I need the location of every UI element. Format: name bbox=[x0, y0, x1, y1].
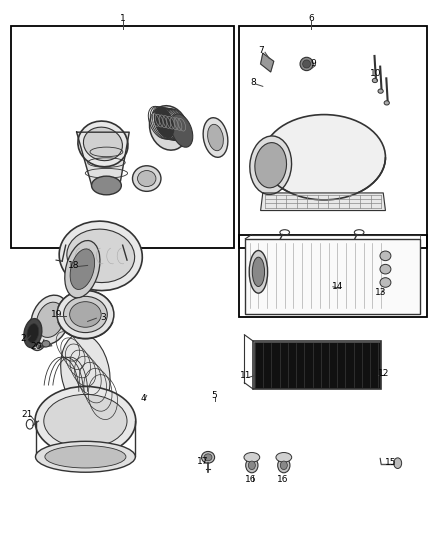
Text: 18: 18 bbox=[68, 261, 79, 270]
Ellipse shape bbox=[35, 386, 136, 456]
Ellipse shape bbox=[303, 60, 311, 68]
Ellipse shape bbox=[31, 322, 44, 344]
Text: 12: 12 bbox=[378, 369, 389, 377]
Ellipse shape bbox=[394, 458, 402, 469]
Ellipse shape bbox=[36, 302, 64, 337]
Ellipse shape bbox=[250, 136, 292, 195]
Ellipse shape bbox=[70, 302, 101, 327]
Ellipse shape bbox=[65, 240, 100, 298]
Ellipse shape bbox=[204, 454, 212, 461]
Ellipse shape bbox=[252, 257, 265, 287]
Ellipse shape bbox=[149, 106, 188, 150]
Ellipse shape bbox=[255, 143, 286, 188]
Text: 14: 14 bbox=[332, 282, 343, 291]
Ellipse shape bbox=[92, 176, 121, 195]
Polygon shape bbox=[261, 53, 274, 72]
Ellipse shape bbox=[263, 115, 385, 200]
Ellipse shape bbox=[57, 290, 114, 338]
Text: 15: 15 bbox=[385, 458, 396, 467]
Ellipse shape bbox=[70, 249, 95, 289]
Ellipse shape bbox=[44, 394, 127, 448]
Ellipse shape bbox=[83, 127, 123, 160]
Text: 21: 21 bbox=[21, 410, 33, 419]
Bar bbox=[253, 341, 381, 389]
Text: 13: 13 bbox=[375, 288, 387, 296]
Ellipse shape bbox=[24, 319, 42, 348]
Text: 5: 5 bbox=[212, 391, 218, 400]
Ellipse shape bbox=[27, 324, 39, 343]
Text: 8: 8 bbox=[250, 78, 256, 87]
Text: 6: 6 bbox=[308, 14, 314, 23]
Ellipse shape bbox=[203, 118, 228, 157]
Text: 7: 7 bbox=[258, 46, 264, 55]
Text: 4: 4 bbox=[141, 394, 146, 403]
Text: 17: 17 bbox=[197, 457, 208, 465]
Text: 3: 3 bbox=[100, 313, 106, 321]
Ellipse shape bbox=[27, 316, 48, 351]
Ellipse shape bbox=[78, 121, 128, 167]
Bar bbox=[254, 342, 380, 388]
Bar bbox=[239, 235, 427, 317]
Ellipse shape bbox=[31, 295, 70, 344]
Bar bbox=[239, 26, 427, 248]
Text: 11: 11 bbox=[240, 372, 252, 380]
Ellipse shape bbox=[42, 341, 50, 347]
Ellipse shape bbox=[249, 251, 268, 293]
Text: 1: 1 bbox=[120, 14, 126, 23]
Ellipse shape bbox=[208, 124, 223, 151]
Ellipse shape bbox=[378, 89, 383, 93]
Ellipse shape bbox=[380, 251, 391, 261]
Text: 16: 16 bbox=[245, 475, 256, 484]
Polygon shape bbox=[261, 193, 385, 211]
Polygon shape bbox=[77, 132, 129, 187]
Ellipse shape bbox=[380, 264, 391, 274]
Text: 10: 10 bbox=[370, 69, 381, 78]
Ellipse shape bbox=[246, 458, 258, 473]
Ellipse shape bbox=[64, 296, 107, 333]
Text: 9: 9 bbox=[310, 60, 316, 68]
Ellipse shape bbox=[276, 453, 292, 462]
Text: 16: 16 bbox=[277, 475, 288, 484]
Ellipse shape bbox=[61, 334, 110, 413]
Ellipse shape bbox=[45, 446, 126, 468]
Ellipse shape bbox=[138, 171, 156, 187]
Ellipse shape bbox=[171, 114, 193, 147]
Ellipse shape bbox=[248, 461, 255, 470]
Ellipse shape bbox=[280, 461, 287, 470]
Text: 20: 20 bbox=[30, 342, 42, 351]
Ellipse shape bbox=[155, 108, 174, 138]
Ellipse shape bbox=[35, 441, 135, 472]
Ellipse shape bbox=[59, 221, 142, 290]
Ellipse shape bbox=[300, 57, 313, 70]
Text: 2: 2 bbox=[20, 334, 25, 343]
Ellipse shape bbox=[67, 229, 134, 282]
Ellipse shape bbox=[384, 101, 389, 105]
Ellipse shape bbox=[132, 166, 161, 191]
Ellipse shape bbox=[372, 78, 378, 83]
Bar bbox=[245, 239, 420, 314]
Bar bbox=[11, 26, 234, 248]
Ellipse shape bbox=[380, 278, 391, 287]
Polygon shape bbox=[72, 317, 92, 326]
Text: 19: 19 bbox=[51, 310, 63, 319]
Ellipse shape bbox=[201, 451, 215, 463]
Ellipse shape bbox=[278, 458, 290, 473]
Ellipse shape bbox=[244, 453, 260, 462]
